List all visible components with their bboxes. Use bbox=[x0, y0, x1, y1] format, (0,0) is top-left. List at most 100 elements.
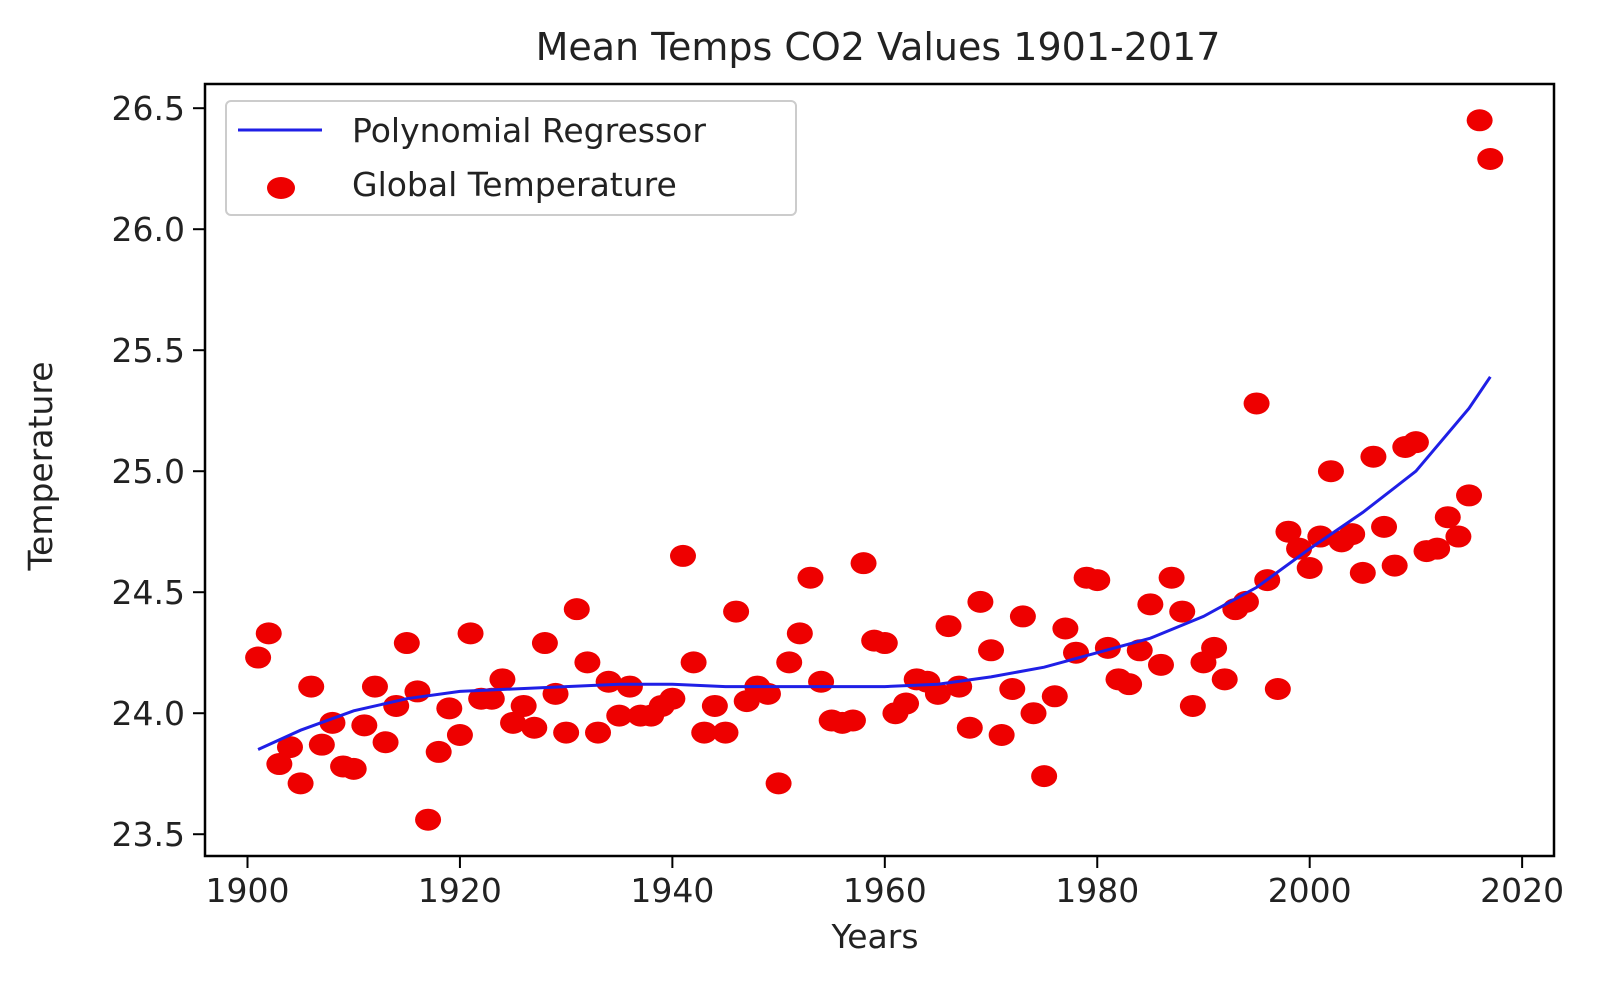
data-point bbox=[478, 687, 505, 710]
data-point bbox=[595, 670, 622, 693]
data-point bbox=[1147, 653, 1174, 676]
data-point bbox=[956, 716, 983, 739]
x-tick-label: 1900 bbox=[205, 871, 289, 910]
data-point bbox=[606, 704, 633, 727]
data-point bbox=[1158, 566, 1185, 589]
x-tick-label: 1960 bbox=[843, 871, 927, 910]
data-point bbox=[680, 651, 707, 674]
data-point bbox=[1211, 668, 1238, 691]
data-point bbox=[372, 731, 399, 754]
data-point bbox=[245, 646, 272, 669]
data-point bbox=[999, 678, 1026, 701]
data-point bbox=[340, 757, 367, 780]
legend-frame bbox=[225, 100, 797, 216]
data-point bbox=[510, 694, 537, 717]
data-point bbox=[361, 675, 388, 698]
data-point bbox=[489, 668, 516, 691]
data-point bbox=[967, 590, 994, 613]
data-point bbox=[276, 736, 303, 759]
legend-label-polynomial-regressor: Polynomial Regressor bbox=[352, 111, 706, 150]
data-point bbox=[1286, 537, 1313, 560]
plot-area: 1900 1920 1940 1960 1980 2000 2020 23.5 24.0 24.5… bbox=[112, 82, 1564, 910]
y-tick-label: 26.0 bbox=[112, 210, 185, 249]
data-point bbox=[1445, 525, 1472, 548]
x-tick-label: 1920 bbox=[418, 871, 502, 910]
data-point bbox=[1477, 148, 1504, 171]
data-point bbox=[765, 772, 792, 795]
data-point bbox=[1031, 765, 1058, 788]
data-point bbox=[1169, 600, 1196, 623]
data-point bbox=[1402, 431, 1429, 454]
data-point bbox=[754, 682, 781, 705]
y-tick-label: 25.0 bbox=[112, 452, 185, 491]
data-point bbox=[616, 675, 643, 698]
data-point bbox=[1360, 445, 1387, 468]
data-point bbox=[1381, 554, 1408, 577]
data-point bbox=[308, 733, 335, 756]
data-point bbox=[425, 740, 452, 763]
data-point bbox=[415, 808, 442, 831]
data-point bbox=[1243, 392, 1270, 415]
data-point bbox=[1349, 561, 1376, 584]
data-point bbox=[287, 772, 314, 795]
data-point bbox=[351, 714, 378, 737]
legend-label-global-temperature: Global Temperature bbox=[352, 165, 677, 204]
y-tick-label: 25.5 bbox=[112, 331, 185, 370]
data-point bbox=[659, 687, 686, 710]
data-point bbox=[1434, 506, 1461, 529]
y-tick-label: 26.5 bbox=[112, 89, 185, 128]
data-point bbox=[585, 721, 612, 744]
x-axis-label: Years bbox=[830, 917, 918, 956]
data-point bbox=[1137, 593, 1164, 616]
data-point bbox=[1084, 569, 1111, 592]
data-point bbox=[776, 651, 803, 674]
data-point bbox=[1116, 673, 1143, 696]
data-point bbox=[669, 544, 696, 567]
data-point bbox=[1201, 636, 1228, 659]
data-point bbox=[393, 632, 420, 655]
data-point bbox=[1275, 520, 1302, 543]
data-point bbox=[1339, 523, 1366, 546]
data-point bbox=[1041, 685, 1068, 708]
data-point bbox=[1296, 557, 1323, 580]
data-point bbox=[574, 651, 601, 674]
data-point bbox=[1094, 636, 1121, 659]
data-point bbox=[563, 598, 590, 621]
data-point bbox=[935, 615, 962, 638]
data-point bbox=[691, 721, 718, 744]
data-point bbox=[1126, 639, 1153, 662]
data-point bbox=[723, 600, 750, 623]
data-point bbox=[797, 566, 824, 589]
regression-line bbox=[257, 375, 1492, 751]
y-tick-label: 24.0 bbox=[112, 694, 185, 733]
y-axis-label: Temperature bbox=[21, 361, 60, 571]
data-point bbox=[1264, 678, 1291, 701]
data-point bbox=[521, 716, 548, 739]
y-tick-label: 23.5 bbox=[112, 815, 185, 854]
data-point bbox=[978, 639, 1005, 662]
y-tick-label: 24.5 bbox=[112, 573, 185, 612]
data-point bbox=[553, 721, 580, 744]
data-point bbox=[446, 723, 473, 746]
data-point bbox=[298, 675, 325, 698]
legend-point-swatch bbox=[267, 177, 295, 199]
x-tick-label: 2000 bbox=[1268, 871, 1352, 910]
data-point bbox=[893, 692, 920, 715]
data-point bbox=[1179, 694, 1206, 717]
data-point bbox=[500, 711, 527, 734]
x-tick-label: 1940 bbox=[630, 871, 714, 910]
data-point bbox=[1317, 460, 1344, 483]
data-point bbox=[255, 622, 282, 645]
x-tick-label: 2020 bbox=[1480, 871, 1564, 910]
data-point bbox=[1020, 702, 1047, 725]
chart-title: Mean Temps CO2 Values 1901-2017 bbox=[536, 25, 1221, 69]
data-point bbox=[1371, 515, 1398, 538]
plot-frame bbox=[203, 82, 1556, 858]
data-point bbox=[1307, 525, 1334, 548]
data-point bbox=[1424, 537, 1451, 560]
data-point bbox=[808, 670, 835, 693]
data-point bbox=[1466, 109, 1493, 132]
legend: Polynomial Regressor Global Temperature bbox=[225, 100, 797, 216]
